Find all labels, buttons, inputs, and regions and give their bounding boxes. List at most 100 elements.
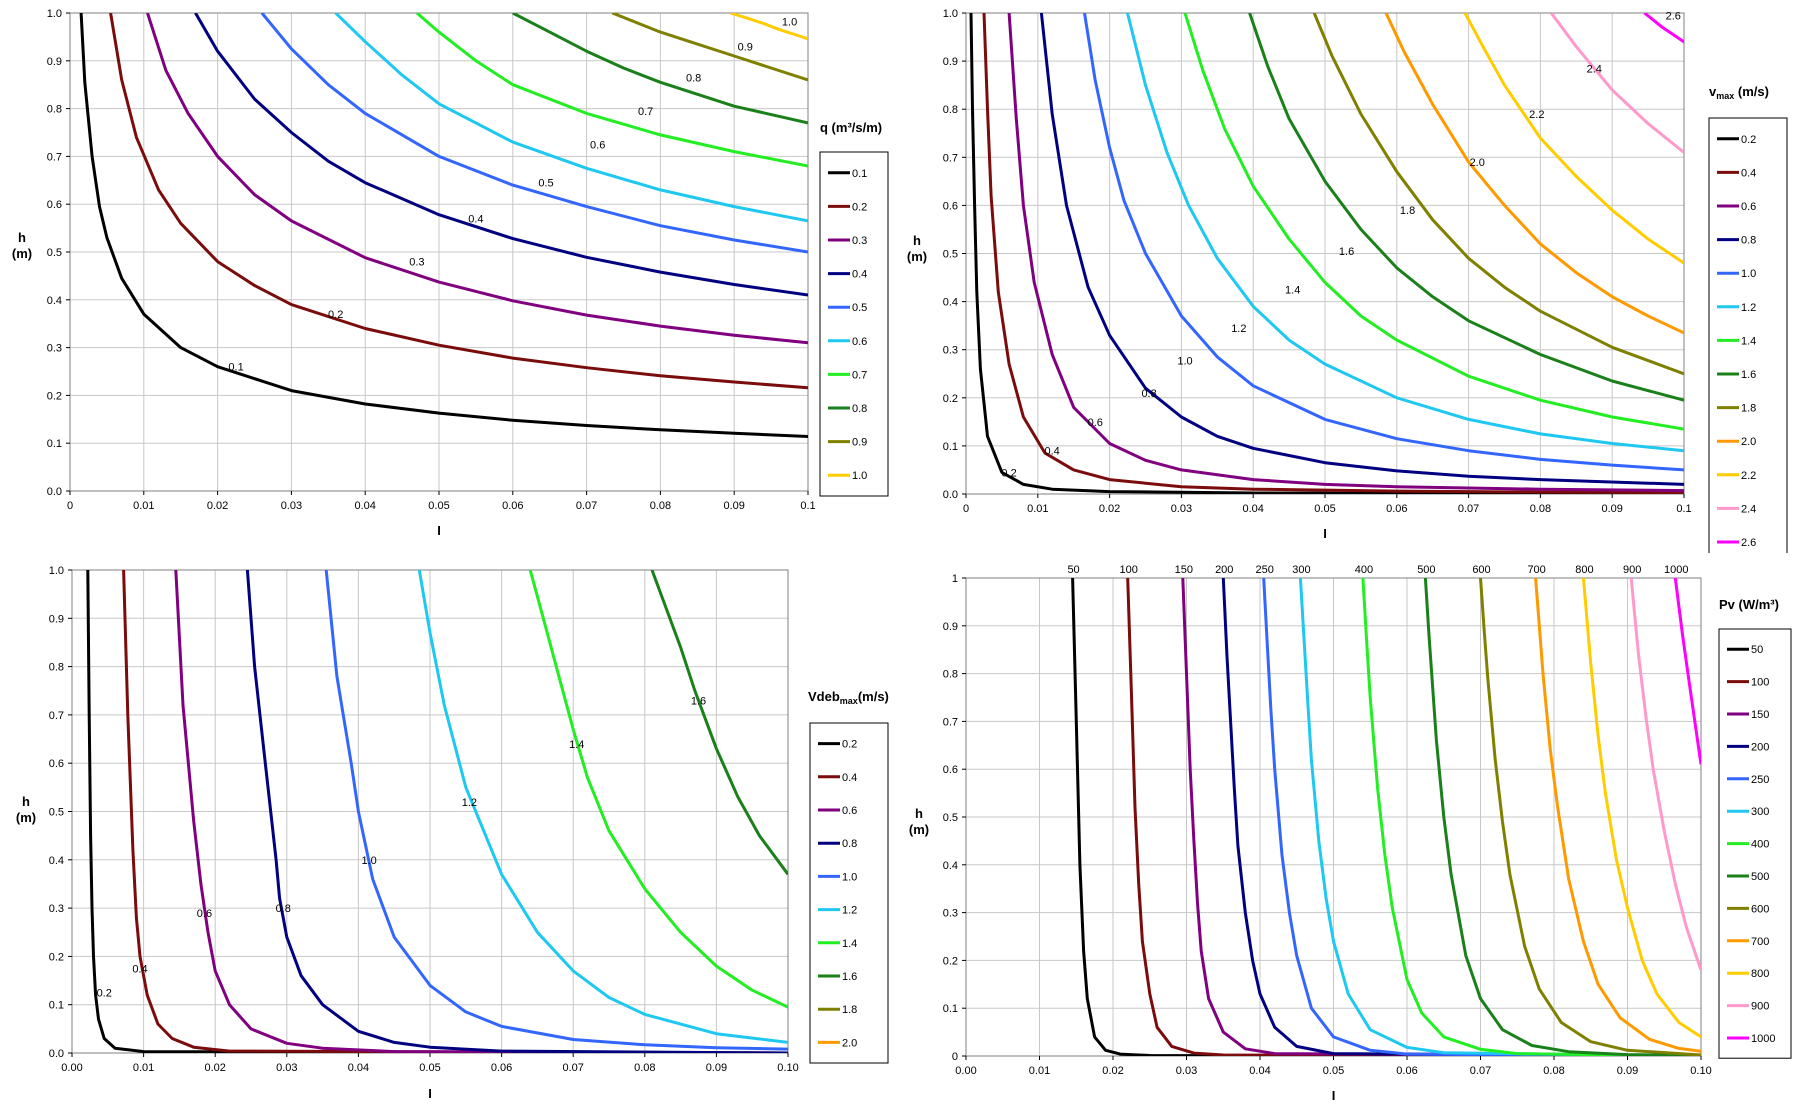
y-tick-label: 0.0	[49, 1048, 64, 1060]
curve-label: 0.9	[738, 41, 753, 53]
chart-svg-q: 0 0.01 0.02 0.03 0.04 0.05 0.06 0.07 0.08 0.09 0.1…	[12, 8, 889, 538]
chart-panel-pv: 0.00 0.01 0.02 0.03 0.04 0.05 0.06 0.07 0.08 0.09…	[899, 553, 1798, 1106]
curve-label: 0.2	[328, 309, 343, 321]
y-tick-label: 0.3	[47, 343, 62, 355]
series-line-0-8	[245, 570, 788, 1053]
y-axis-label: h	[18, 230, 26, 245]
y-tick-label: 0.3	[943, 908, 958, 920]
series-line-100	[1126, 578, 1701, 1056]
legend-entry-label: 0.4	[1741, 167, 1756, 179]
y-tick-label: 0.4	[47, 295, 62, 307]
x-tick-label: 0.04	[1249, 1065, 1270, 1077]
curve-label: 2.0	[1470, 157, 1485, 169]
legend-entry-label: 0.6	[1741, 201, 1756, 213]
y-tick-label: 1	[952, 573, 958, 585]
x-tick-label: 0.03	[281, 500, 302, 512]
legend-entry-label: 600	[1751, 903, 1769, 915]
curve-label: 900	[1623, 564, 1641, 576]
legend-entry-label: 800	[1751, 968, 1769, 980]
curve-label: 1.4	[569, 739, 584, 751]
legend-entry-label: 0.9	[852, 437, 867, 449]
y-tick-label: 0.4	[49, 855, 64, 867]
grid	[69, 12, 809, 492]
legend-entry-label: 0.8	[842, 838, 857, 850]
y-tick-label: 0.7	[943, 152, 958, 164]
y-tick-label: 0.1	[943, 441, 958, 453]
series-line-2-0	[1384, 13, 1684, 335]
x-tick-label: 0.03	[276, 1062, 297, 1074]
y-axis-label-unit: (m)	[16, 810, 36, 825]
y-tick-label: 0.1	[49, 1000, 64, 1012]
x-tick-label: 0.02	[1099, 503, 1120, 515]
y-axis-label: h	[913, 233, 921, 248]
series-line-50	[1071, 578, 1701, 1056]
x-axis-label: I	[1332, 1088, 1336, 1103]
y-tick-label: 0.5	[943, 812, 958, 824]
legend-entry-label: 2.0	[1741, 436, 1756, 448]
series-line-0-6	[1007, 13, 1684, 493]
y-tick-label: 0.8	[49, 662, 64, 674]
x-tick-label: 0.07	[576, 500, 597, 512]
x-tick-label: 0.08	[1530, 503, 1551, 515]
series-line-0-6	[334, 13, 808, 223]
legend-entry-label: 0.5	[852, 302, 867, 314]
series-group	[1071, 578, 1701, 1056]
curve-label: 1.6	[691, 695, 706, 707]
legend-entry-label: 100	[1751, 677, 1769, 689]
curve-label: 800	[1575, 564, 1593, 576]
curve-label: 1.8	[1400, 205, 1415, 217]
series-line-300	[1298, 578, 1701, 1056]
series-line-1-0	[730, 13, 808, 41]
y-tick-label: 0.7	[49, 710, 64, 722]
series-line-2-4	[1549, 13, 1684, 154]
curve-label: 100	[1120, 564, 1138, 576]
y-tick-label: 0.2	[943, 393, 958, 405]
legend-entry-label: 1.6	[842, 971, 857, 983]
series-line-0-6	[174, 570, 788, 1053]
series-line-200	[1221, 578, 1701, 1056]
series-line-400	[1361, 578, 1701, 1056]
x-tick-label: 0.1	[800, 500, 815, 512]
legend-entry-label: 1.8	[1741, 403, 1756, 415]
series-line-900	[1629, 578, 1701, 971]
legend-entry-label: 1.6	[1741, 369, 1756, 381]
series-line-1-0	[1083, 13, 1684, 472]
x-tick-label: 0.09	[1617, 1065, 1638, 1077]
y-tick-label: 0.4	[943, 297, 958, 309]
curve-label: 2.6	[1666, 10, 1681, 22]
legend-entry-label: 300	[1751, 806, 1769, 818]
y-tick-label: 0.8	[47, 104, 62, 116]
series-line-1-4	[528, 570, 788, 1009]
legend-entry-label: 1.8	[842, 1004, 857, 1016]
y-tick-label: 0.9	[943, 621, 958, 633]
x-axis-label: I	[437, 523, 441, 538]
curve-label: 250	[1255, 564, 1273, 576]
x-tick-label: 0.06	[1396, 1065, 1417, 1077]
legend-entry-label: 200	[1751, 741, 1769, 753]
x-tick-label: 0.08	[650, 500, 671, 512]
curve-label: 0.2	[1001, 467, 1016, 479]
legend-entry-label: 2.0	[842, 1037, 857, 1049]
curve-label: 0.2	[97, 988, 112, 1000]
curve-label: 300	[1292, 564, 1310, 576]
curve-label: 400	[1355, 564, 1373, 576]
legend-entry-label: 0.4	[852, 269, 867, 281]
series-line-800	[1581, 578, 1701, 1039]
legend-title: Pv (W/m³)	[1719, 597, 1779, 612]
chart-panel-vmax: 0 0.01 0.02 0.03 0.04 0.05 0.06 0.07 0.08 0.09 0.1…	[899, 0, 1798, 564]
legend-title: vmax (m/s)	[1709, 84, 1769, 101]
legend-entry-label: 0.2	[852, 201, 867, 213]
series-line-0-4	[194, 13, 808, 297]
y-tick-label: 0.3	[943, 345, 958, 357]
curve-label: 1000	[1664, 564, 1688, 576]
series-group	[969, 13, 1684, 494]
legend-entry-label: 900	[1751, 1001, 1769, 1013]
legend-entry-label: 0.6	[852, 336, 867, 348]
series-line-700	[1534, 578, 1701, 1053]
curve-label: 0.1	[228, 362, 243, 374]
series-line-0-4	[982, 13, 1684, 494]
y-tick-label: 0.0	[47, 486, 62, 498]
curve-label: 2.2	[1529, 109, 1544, 121]
x-tick-label: 0.07	[562, 1062, 583, 1074]
series-line-1-4	[1183, 13, 1684, 431]
